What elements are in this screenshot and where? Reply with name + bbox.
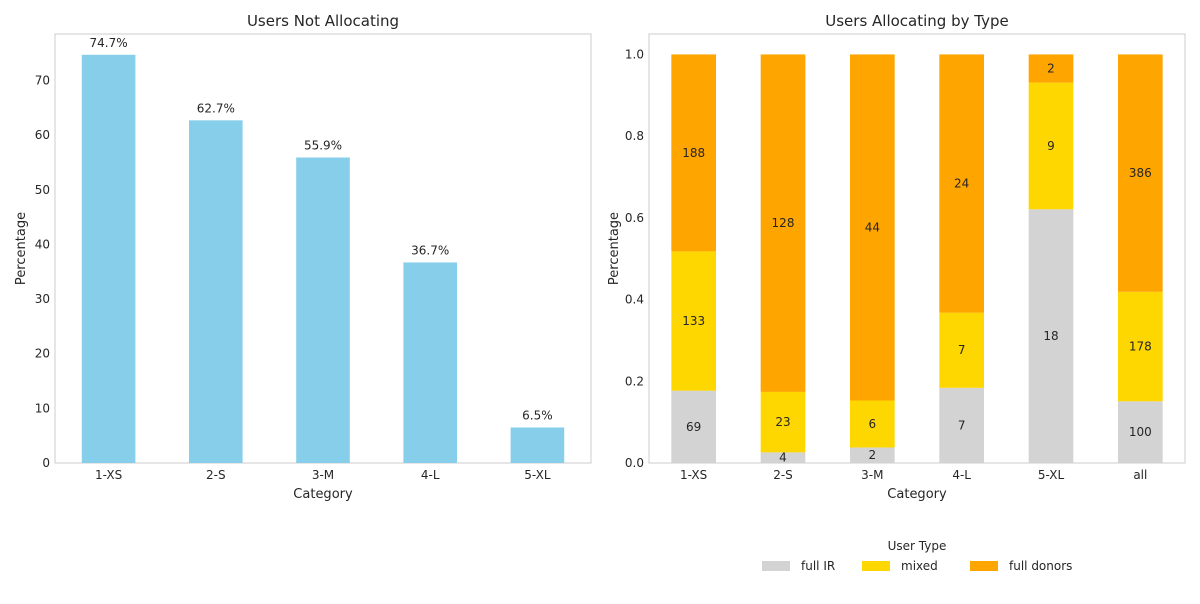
data-label-all-mixed: 178 [1129,340,1152,354]
data-label-4-l-full-donors: 24 [954,177,969,191]
data-label-1-xs: 74.7% [90,36,128,50]
y-tick-0-0: 0.0 [625,456,644,470]
x-tick-2-s: 2-S [773,468,793,482]
bar-3-m [296,157,350,463]
data-label-2-s-full-ir: 4 [779,451,787,465]
y-tick-0-4: 0.4 [625,293,644,307]
legend-swatch-full-ir [762,561,790,571]
bar-segment-all-full-donors [1118,54,1163,292]
legend-label-mixed: mixed [901,559,938,573]
data-label-1-xs-mixed: 133 [682,314,705,328]
chart-title: Users Not Allocating [247,12,399,30]
x-tick-1-xs: 1-XS [680,468,707,482]
y-tick-labels: 0.0 0.2 0.4 0.6 0.8 1.0 [625,47,644,470]
bar-4-l [403,262,457,463]
legend-label-full-donors: full donors [1009,559,1072,573]
legend-title: User Type [888,539,947,553]
data-label-5-xl-full-donors: 2 [1047,62,1055,76]
data-label-3-m-mixed: 6 [869,417,877,431]
data-label-2-s-full-donors: 128 [772,216,795,230]
data-labels: 74.7% 62.7% 55.9% 36.7% 6.5% [90,36,553,423]
x-tick-5-xl: 5-XL [524,468,551,482]
data-label-2-s: 62.7% [197,101,235,115]
chart-users-not-allocating: 74.7% 62.7% 55.9% 36.7% 6.5% 1-XS 2-S 3-M 4-L 5-… [14,12,592,502]
x-tick-5-xl: 5-XL [1038,468,1065,482]
bar-segment-1-xs-mixed [671,251,716,391]
bar-segment-5-xl-mixed [1028,82,1074,210]
y-tick-0-8: 0.8 [625,129,644,143]
x-axis-label: Category [293,487,353,502]
x-tick-2-s: 2-S [206,468,226,482]
bar-5-xl [510,427,565,463]
x-tick-labels: 1-XS 2-S 3-M 4-L 5-XL [95,468,551,482]
bar-segment-2-s-full-donors [760,54,806,392]
bar-segment-3-m-full-ir [850,447,895,463]
data-label-3-m-full-ir: 2 [869,448,877,462]
bar-segment-1-xs-full-donors [671,54,716,252]
x-tick-1-xs: 1-XS [95,468,122,482]
data-label-4-l-mixed: 7 [958,343,966,357]
legend-swatch-mixed [862,561,890,571]
data-labels: 69 133 188 4 23 128 2 6 44 7 7 24 18 9 2 100 178 386 [682,62,1152,465]
data-label-all-full-donors: 386 [1129,166,1152,180]
bar-segment-1-xs-full-ir [671,390,716,463]
bar-segment-2-s-full-ir [760,452,806,463]
bar-segment-4-l-full-ir [939,387,984,463]
data-label-2-s-mixed: 23 [775,415,790,429]
x-tick-4-l: 4-L [421,468,440,482]
bar-segment-4-l-full-donors [939,54,984,313]
y-tick-10: 10 [35,401,50,415]
chart-title: Users Allocating by Type [825,12,1008,30]
legend-label-full-ir: full IR [801,559,835,573]
y-tick-0-2: 0.2 [625,374,644,388]
bar-segment-all-mixed [1118,291,1163,402]
data-label-5-xl-full-ir: 18 [1043,329,1058,343]
y-tick-0: 0 [42,456,50,470]
stacked-bars [671,54,1163,463]
plot-frame [648,33,1186,464]
bar-segment-5-xl-full-ir [1028,209,1074,463]
data-label-1-xs-full-ir: 69 [686,420,701,434]
data-label-5-xl-mixed: 9 [1047,139,1055,153]
bar-segment-3-m-full-donors [850,54,895,401]
y-tick-70: 70 [35,73,50,87]
x-tick-all: all [1133,468,1147,482]
data-label-5-xl: 6.5% [522,408,553,422]
bar-segment-4-l-mixed [939,312,984,388]
data-label-4-l: 36.7% [411,243,449,257]
y-tick-50: 50 [35,183,50,197]
bar-segment-all-full-ir [1118,401,1163,463]
bar-segment-5-xl-full-donors [1028,54,1074,83]
legend: User Type full IR mixed full donors [762,539,1072,573]
y-axis-label: Percentage [607,212,622,285]
x-tick-3-m: 3-M [861,468,883,482]
x-tick-labels: 1-XS 2-S 3-M 4-L 5-XL all [680,468,1147,482]
bar-segment-2-s-mixed [760,391,806,453]
y-tick-0-6: 0.6 [625,211,644,225]
data-label-3-m-full-donors: 44 [865,220,880,234]
bar-1-xs [81,54,136,464]
bars [81,54,565,464]
y-tick-60: 60 [35,128,50,142]
data-label-all-full-ir: 100 [1129,425,1152,439]
data-label-4-l-full-ir: 7 [958,418,966,432]
y-tick-labels: 0 10 20 30 40 50 60 70 [35,73,50,470]
x-tick-4-l: 4-L [952,468,971,482]
data-label-1-xs-full-donors: 188 [682,146,705,160]
y-tick-20: 20 [35,347,50,361]
bar-segment-3-m-mixed [850,400,895,448]
bar-2-s [189,120,243,463]
y-tick-30: 30 [35,292,50,306]
legend-swatch-full-donors [970,561,998,571]
x-axis-label: Category [887,487,947,502]
y-tick-40: 40 [35,237,50,251]
x-tick-3-m: 3-M [312,468,334,482]
data-label-3-m: 55.9% [304,139,342,153]
y-tick-1-0: 1.0 [625,47,644,61]
legend-items: full IR mixed full donors [762,559,1072,573]
chart-users-allocating-by-type: 69 133 188 4 23 128 2 6 44 7 7 24 18 9 2 100 178 386 1-XS… [607,12,1186,502]
y-axis-label: Percentage [14,212,29,285]
